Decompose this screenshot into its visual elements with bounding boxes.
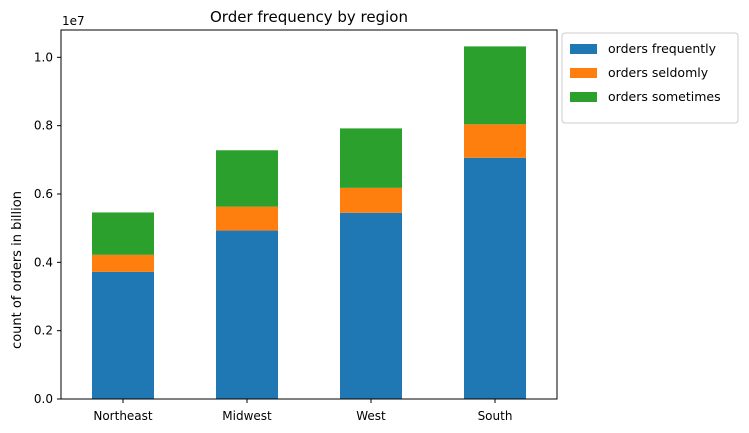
bar-orders-seldomly-northeast (92, 254, 154, 272)
bar-orders-sometimes-west (340, 128, 402, 188)
bar-orders-frequently-northeast (92, 271, 154, 399)
bar-orders-sometimes-midwest (216, 150, 278, 207)
legend-label: orders sometimes (608, 89, 721, 104)
legend-swatch (570, 92, 597, 102)
y-tick-label: 0.6 (34, 187, 53, 201)
bar-orders-frequently-south (464, 157, 526, 399)
bar-orders-sometimes-south (464, 46, 526, 125)
bar-orders-frequently-midwest (216, 230, 278, 399)
y-tick-label: 1.0 (34, 50, 53, 64)
y-axis-label: count of orders in billion (10, 191, 25, 349)
x-tick-label: Northeast (93, 409, 153, 423)
bar-orders-frequently-west (340, 212, 402, 399)
y-tick-label: 0.8 (34, 119, 53, 133)
chart-title: Order frequency by region (210, 8, 408, 26)
bar-orders-seldomly-south (464, 124, 526, 158)
x-tick-label: South (478, 409, 513, 423)
y-axis-offset-label: 1e7 (62, 14, 85, 28)
plot-frame (60, 29, 558, 400)
legend-box (561, 32, 739, 124)
bar-orders-seldomly-west (340, 187, 402, 213)
x-tick-label: West (356, 409, 386, 423)
y-tick-label: 0.0 (34, 392, 53, 406)
y-tick-label: 0.4 (34, 255, 53, 269)
bar-orders-seldomly-midwest (216, 206, 278, 231)
bar-orders-sometimes-northeast (92, 212, 154, 255)
y-tick-label: 0.2 (34, 324, 53, 338)
x-tick-label: Midwest (222, 409, 272, 423)
legend-label: orders frequently (608, 41, 717, 56)
legend-swatch (570, 68, 597, 78)
legend-label: orders seldomly (608, 65, 709, 80)
legend-swatch (570, 44, 597, 54)
